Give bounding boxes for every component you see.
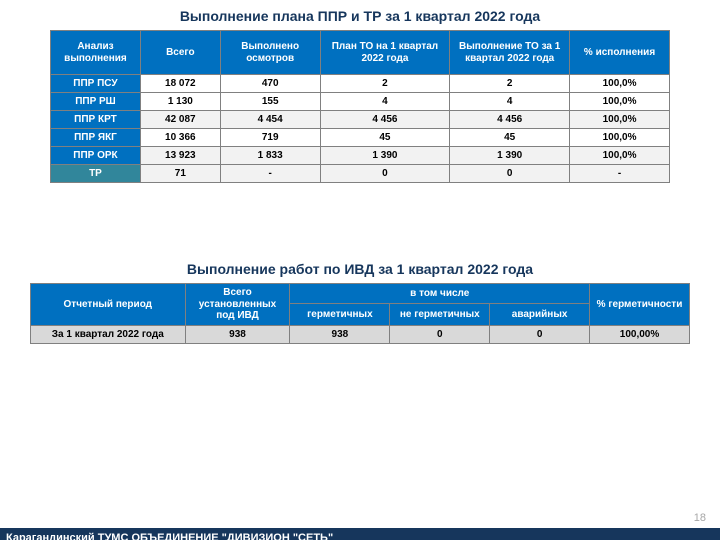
table-1-cell: 45 [320, 129, 450, 147]
table-1-row-label: ППР ОРК [51, 147, 141, 165]
table-1-cell: 100,0% [570, 129, 670, 147]
table-1-cell: 2 [320, 75, 450, 93]
table-1-cell: 42 087 [140, 111, 220, 129]
t2-c2: 938 [290, 326, 390, 344]
table-1-cell: 4 456 [450, 111, 570, 129]
table-1-cell: 719 [220, 129, 320, 147]
table-1-row: ППР КРТ42 0874 4544 4564 456100,0% [51, 111, 670, 129]
table-1-cell: 0 [450, 165, 570, 183]
table-1-cell: 18 072 [140, 75, 220, 93]
table-1-cell: 1 833 [220, 147, 320, 165]
table-2: Отчетный период Всего установленных под … [30, 283, 690, 344]
table-1-cell: 0 [320, 165, 450, 183]
t2-h3b: не герметичных [390, 304, 490, 326]
table-1-cell: 13 923 [140, 147, 220, 165]
table-1: Анализ выполнения Всего Выполнено осмотр… [50, 30, 670, 183]
table-1-cell: 71 [140, 165, 220, 183]
t2-label: За 1 квартал 2022 года [31, 326, 186, 344]
t2-h3c: аварийных [490, 304, 590, 326]
table-1-cell: 4 454 [220, 111, 320, 129]
t2-h4: % герметичности [590, 284, 690, 326]
t2-h3a: герметичных [290, 304, 390, 326]
table-1-cell: - [570, 165, 670, 183]
table-2-header-row-1: Отчетный период Всего установленных под … [31, 284, 690, 304]
table-1-row: ППР РШ1 13015544100,0% [51, 93, 670, 111]
page-number: 18 [694, 512, 706, 524]
table-1-cell: 1 390 [450, 147, 570, 165]
table-1-cell: 100,0% [570, 93, 670, 111]
table-1-cell: 155 [220, 93, 320, 111]
t1-h1: Анализ выполнения [51, 31, 141, 75]
t2-c1: 938 [185, 326, 290, 344]
t1-h4: План ТО на 1 квартал 2022 года [320, 31, 450, 75]
t1-h3: Выполнено осмотров [220, 31, 320, 75]
t2-h2: Всего установленных под ИВД [185, 284, 290, 326]
table-1-cell: 2 [450, 75, 570, 93]
t2-c5: 100,00% [590, 326, 690, 344]
table-1-cell: 10 366 [140, 129, 220, 147]
table-1-header-row: Анализ выполнения Всего Выполнено осмотр… [51, 31, 670, 75]
table-1-cell: 470 [220, 75, 320, 93]
section-title-2: Выполнение работ по ИВД за 1 квартал 202… [0, 261, 720, 277]
footer-bar: Карагандинский ТУМС ОБЪЕДИНЕНИЕ "ДИВИЗИО… [0, 528, 720, 540]
table-1-row-label: ППР РШ [51, 93, 141, 111]
table-1-cell: 45 [450, 129, 570, 147]
table-1-row: ТР71-00- [51, 165, 670, 183]
table-1-row: ППР ОРК13 9231 8331 3901 390100,0% [51, 147, 670, 165]
table-1-cell: 100,0% [570, 147, 670, 165]
table-1-row-label: ТР [51, 165, 141, 183]
t1-h6: % исполнения [570, 31, 670, 75]
section-title-1: Выполнение плана ППР и ТР за 1 квартал 2… [0, 8, 720, 24]
table-1-cell: 1 390 [320, 147, 450, 165]
table-1-cell: 4 [320, 93, 450, 111]
table-1-row: ППР ЯКГ10 3667194545100,0% [51, 129, 670, 147]
table-1-cell: - [220, 165, 320, 183]
table-1-cell: 1 130 [140, 93, 220, 111]
table-1-cell: 100,0% [570, 111, 670, 129]
t1-h5: Выполнение ТО за 1 квартал 2022 года [450, 31, 570, 75]
table-1-cell: 4 456 [320, 111, 450, 129]
t2-h3: в том числе [290, 284, 590, 304]
t2-c3: 0 [390, 326, 490, 344]
table-1-row-label: ППР ЯКГ [51, 129, 141, 147]
table-1-row-label: ППР КРТ [51, 111, 141, 129]
table-1-cell: 4 [450, 93, 570, 111]
table-1-cell: 100,0% [570, 75, 670, 93]
table-1-row-label: ППР ПСУ [51, 75, 141, 93]
t1-h2: Всего [140, 31, 220, 75]
table-1-row: ППР ПСУ18 07247022100,0% [51, 75, 670, 93]
t2-c4: 0 [490, 326, 590, 344]
t2-h1: Отчетный период [31, 284, 186, 326]
table-2-data-row: За 1 квартал 2022 года 938 938 0 0 100,0… [31, 326, 690, 344]
